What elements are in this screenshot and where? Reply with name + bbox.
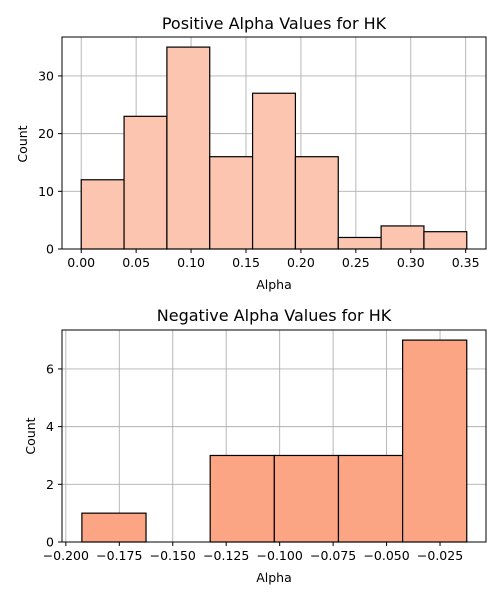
x-tick-label: −0.125 bbox=[203, 548, 249, 563]
axes-frame bbox=[61, 36, 487, 250]
y-ticks: 0 2 4 6 bbox=[46, 361, 62, 550]
bars bbox=[81, 339, 468, 543]
negative-alpha-histogram: −0.200 −0.175 −0.150 −0.125 −0.100 −0.075 −0.0… bbox=[23, 306, 487, 585]
chart-title: Negative Alpha Values for HK bbox=[157, 306, 392, 325]
histogram-bar bbox=[81, 512, 147, 543]
positive-alpha-histogram: 0.00 0.05 0.10 0.15 0.20 0.25 0.30 0.35 0 10 20 30… bbox=[15, 14, 487, 292]
y-ticks: 0 10 20 30 bbox=[38, 68, 62, 257]
x-tick-label: 0.10 bbox=[177, 255, 205, 270]
histogram-bar bbox=[402, 339, 468, 543]
y-tick-label: 10 bbox=[38, 184, 54, 199]
chart-title: Positive Alpha Values for HK bbox=[162, 14, 387, 33]
y-tick-label: 0 bbox=[46, 242, 54, 257]
x-tick-label: 0.00 bbox=[67, 255, 95, 270]
y-tick-label: 2 bbox=[46, 477, 54, 492]
axes-frame bbox=[61, 329, 487, 543]
y-tick-label: 20 bbox=[38, 126, 54, 141]
histogram-bar bbox=[337, 454, 404, 543]
x-tick-label: −0.025 bbox=[417, 548, 463, 563]
histogram-bar bbox=[251, 92, 297, 250]
x-tick-label: −0.100 bbox=[257, 548, 303, 563]
histogram-bar bbox=[209, 156, 254, 250]
x-tick-label: −0.200 bbox=[43, 548, 89, 563]
histogram-bar bbox=[273, 454, 340, 543]
x-tick-label: 0.35 bbox=[452, 255, 480, 270]
x-ticks: 0.00 0.05 0.10 0.15 0.20 0.25 0.30 0.35 bbox=[67, 249, 480, 270]
x-tick-label: 0.25 bbox=[342, 255, 370, 270]
x-tick-label: 0.05 bbox=[122, 255, 150, 270]
x-tick-label: 0.30 bbox=[397, 255, 425, 270]
histogram-bar bbox=[166, 46, 211, 250]
histogram-bar bbox=[209, 454, 275, 543]
x-tick-label: −0.075 bbox=[310, 548, 356, 563]
x-axis-label: Alpha bbox=[256, 570, 292, 585]
histogram-bar bbox=[337, 236, 382, 250]
y-axis-label: Count bbox=[15, 125, 30, 162]
x-axis-label: Alpha bbox=[256, 277, 292, 292]
histogram-bar bbox=[123, 115, 168, 250]
x-tick-label: 0.20 bbox=[287, 255, 315, 270]
histogram-bar bbox=[380, 225, 425, 250]
x-tick-label: −0.175 bbox=[96, 548, 142, 563]
y-tick-label: 0 bbox=[46, 535, 54, 550]
y-tick-label: 6 bbox=[46, 361, 54, 376]
x-tick-label: 0.15 bbox=[232, 255, 260, 270]
x-tick-label: −0.150 bbox=[150, 548, 196, 563]
histogram-bar bbox=[80, 179, 125, 250]
histogram-bar bbox=[423, 231, 468, 250]
y-tick-label: 30 bbox=[38, 68, 54, 83]
bars bbox=[80, 46, 468, 250]
y-tick-label: 4 bbox=[46, 419, 54, 434]
x-tick-label: −0.050 bbox=[363, 548, 409, 563]
y-axis-label: Count bbox=[23, 417, 38, 454]
histogram-bar bbox=[294, 156, 339, 250]
x-ticks: −0.200 −0.175 −0.150 −0.125 −0.100 −0.075 −0.0… bbox=[43, 542, 463, 563]
